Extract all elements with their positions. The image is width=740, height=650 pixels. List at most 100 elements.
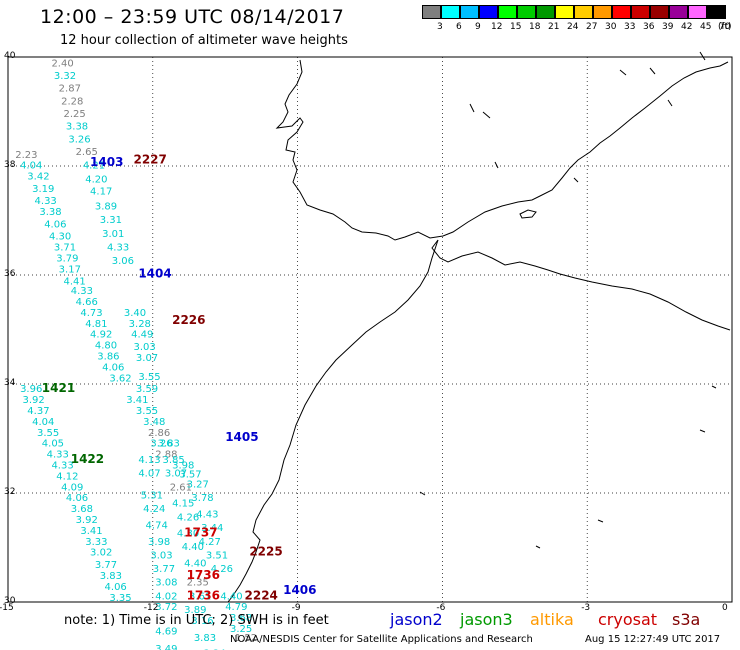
wave-height-value: 3.03 [150,550,172,561]
scale-swatch [536,5,555,19]
scale-label: 24 [567,22,579,32]
wave-height-value: 4.20 [85,174,107,185]
wave-height-value: 3.19 [32,184,54,195]
wave-height-value: 3.07 [136,353,158,364]
wave-height-value: 4.09 [61,482,83,493]
wave-height-value: 3.57 [179,470,201,481]
wave-height-value: 4.81 [85,319,107,330]
scale-swatch [669,5,688,19]
pass-time-label: 1422 [71,452,104,466]
scale-label: 3 [437,22,443,32]
satellite-legend-entry: altika [530,610,574,629]
africa-atlantic-coastline [227,239,439,603]
wave-height-value: 2.23 [15,150,37,161]
coastal-detail-3 [419,385,717,549]
scale-swatch [688,5,707,19]
scale-label: 45 [700,22,712,32]
wave-height-value: 3.07 [165,469,187,480]
scale-swatch [422,5,441,19]
wave-height-value: 3.38 [39,207,61,218]
wave-height-value: 3.98 [172,460,194,471]
wave-height-value: 4.26 [211,564,233,575]
wave-height-value: 4.27 [199,537,221,548]
wave-height-value: 4.15 [172,499,194,510]
wave-height-value: 4.07 [138,469,160,480]
pass-time-label: 1404 [138,267,171,281]
wave-height-value: 4.06 [66,493,88,504]
longitude-tick-label: -9 [291,603,301,613]
wave-height-value: 2.25 [64,109,86,120]
wave-height-value: 3.83 [100,571,122,582]
pass-time-label: 1737 [184,526,217,540]
wave-height-value: 3.55 [136,406,158,417]
wave-height-value: 3.32 [54,71,76,82]
wave-height-value: 3.59 [136,384,158,395]
pass-time-label: 1406 [283,583,316,597]
wave-height-value: 3.86 [97,351,119,362]
pass-time-label: 2225 [249,545,282,559]
satellite-legend-entry: cryosat [598,610,658,629]
wave-height-value: 3.03 [133,342,155,353]
wave-height-value: 4.30 [49,232,71,243]
longitude-tick-label: 0 [722,603,728,613]
wave-height-value: 4.02 [155,591,177,602]
wave-height-value: 3.24 [203,649,225,650]
wave-height-value: 4.17 [90,186,112,197]
wave-height-value: 2.28 [61,96,83,107]
wave-height-value: 3.25 [230,624,252,635]
wave-height-value: 3.89 [184,605,206,616]
scale-label: 9 [475,22,481,32]
coastal-detail-2 [469,103,579,183]
pass-time-label: 1403 [90,155,123,169]
wave-height-value: 4.24 [143,504,165,515]
wave-height-value: 4.06 [44,220,66,231]
wave-height-value: 3.68 [230,613,252,624]
wave-height-value: 4.43 [196,510,218,521]
wave-height-value: 4.33 [47,450,69,461]
wave-height-value: 4.37 [27,406,49,417]
satellite-legend-entry: jason3 [460,610,513,629]
wave-height-value: 3.28 [129,319,151,330]
wave-height-value: 3.61 [189,591,211,602]
wave-height-value: 4.06 [102,362,124,373]
wave-height-value: 3.51 [206,550,228,561]
pass-time-label: 1405 [225,430,258,444]
scale-label: 21 [548,22,560,32]
wave-height-value: 1.52 [235,633,257,644]
wave-height-value: 4.41 [64,276,86,287]
scale-label: 27 [586,22,598,32]
longitude-tick-label: -6 [436,603,446,613]
wave-height-value: 3.77 [95,560,117,571]
wave-height-value: 4.04 [32,417,54,428]
latitude-tick-label: 38 [4,160,16,170]
wave-height-value: 4.05 [42,439,64,450]
wave-height-value: 2.87 [59,83,81,94]
wave-height-value: 3.35 [109,593,131,604]
wave-height-value: 4.12 [56,471,78,482]
scale-label: 42 [681,22,693,32]
wave-height-value: 2.40 [51,58,73,69]
wave-height-value: 3.55 [138,372,160,383]
wave-height-value: 4.80 [95,341,117,352]
pass-time-label: 2227 [133,152,166,166]
scale-label: 6 [456,22,462,32]
coastline [227,51,731,603]
wave-height-value: 3.96 [20,384,42,395]
scale-label: 36 [643,22,655,32]
scale-label: 18 [529,22,541,32]
latitude-tick-label: 32 [4,487,16,497]
scale-label: 30 [605,22,617,32]
iberia-coastline [275,59,729,241]
wave-height-value: 3.26 [150,439,172,450]
latitude-tick-label: 34 [4,378,16,388]
wave-height-value: 3.85 [162,455,184,466]
wave-height-value: 4.69 [155,627,177,638]
wave-height-value: 4.33 [107,242,129,253]
latitude-tick-label: 30 [4,596,16,606]
scale-label: 70 [719,22,731,32]
timestamp-text: Aug 15 12:27:49 UTC 2017 [585,634,721,645]
scale-swatch [517,5,536,19]
wave-height-value: 3.38 [66,121,88,132]
wave-height-value: 4.40 [184,559,206,570]
scale-label: 15 [510,22,522,32]
